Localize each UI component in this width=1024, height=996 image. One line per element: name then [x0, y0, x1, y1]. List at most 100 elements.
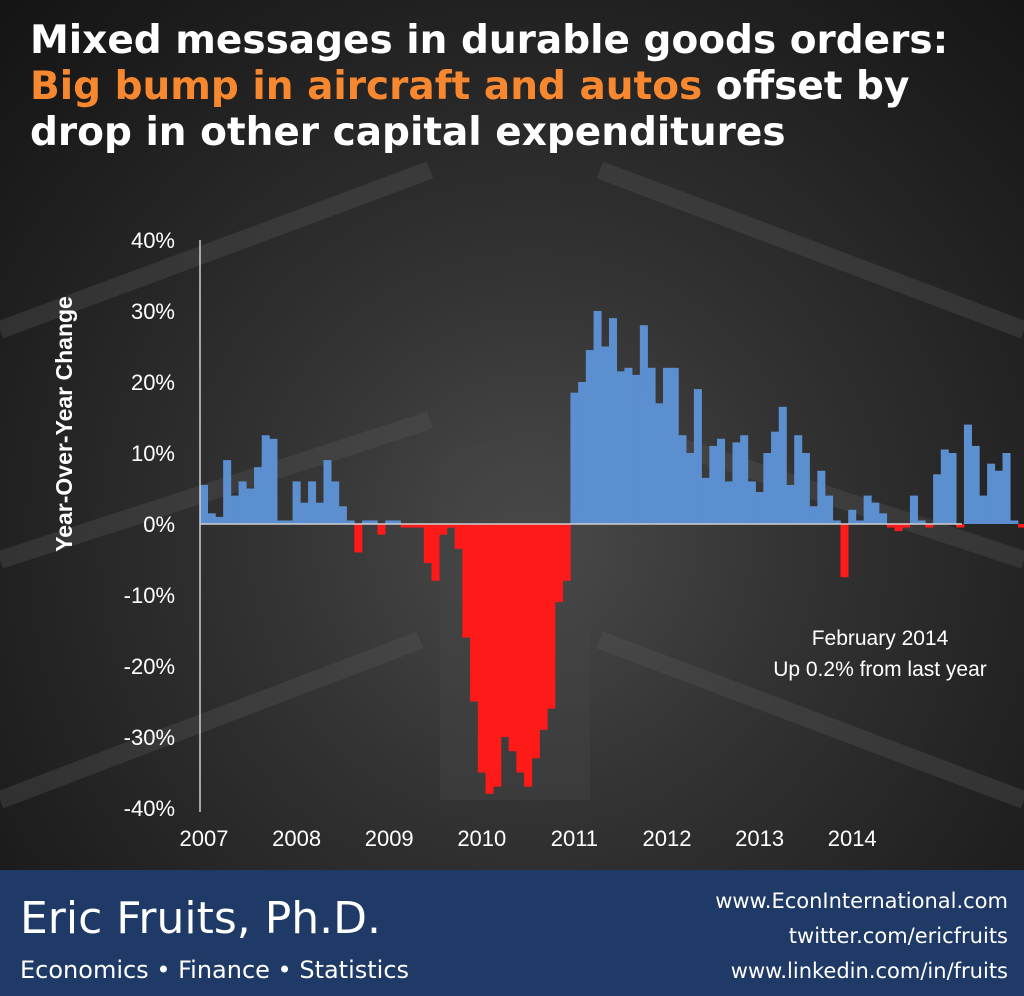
title-line-2: Big bump in aircraft and autos offset by — [30, 64, 1010, 110]
x-tick-label: 2010 — [457, 826, 506, 851]
bar-52 — [601, 346, 610, 524]
bar-51 — [593, 311, 602, 524]
bar-100 — [971, 445, 980, 524]
y-axis-title: Year-Over-Year Change — [51, 296, 77, 552]
bar-8 — [261, 435, 270, 524]
title-line-2-rest: offset by — [702, 64, 910, 109]
bar-24 — [385, 520, 394, 524]
title-line-3: drop in other capital expenditures — [30, 110, 786, 155]
bar-38 — [493, 524, 502, 787]
bar-1 — [207, 513, 216, 524]
twitter-link[interactable]: twitter.com/ericfruits — [788, 924, 1008, 948]
title-line-1: Mixed messages in durable goods orders: — [30, 18, 949, 63]
bar-0 — [200, 484, 209, 524]
bar-90 — [894, 524, 903, 532]
bar-63 — [686, 453, 695, 524]
bar-59 — [655, 403, 664, 524]
bar-50 — [585, 350, 594, 524]
bar-53 — [608, 318, 617, 524]
bar-54 — [616, 371, 625, 524]
bar-68 — [724, 481, 733, 524]
bar-57 — [639, 325, 648, 524]
bar-105 — [1010, 520, 1019, 524]
bar-26 — [400, 524, 409, 528]
bar-86 — [863, 495, 872, 524]
y-tick-label: 20% — [131, 370, 175, 395]
bar-41 — [516, 524, 525, 773]
website-link[interactable]: www.EconInternational.com — [715, 889, 1008, 913]
bar-83 — [840, 524, 849, 578]
bar-15 — [315, 502, 324, 524]
y-tick-label: -10% — [124, 583, 175, 608]
bar-94 — [925, 524, 934, 528]
bar-78 — [801, 453, 810, 524]
bar-48 — [570, 392, 579, 524]
title-highlight: Big bump in aircraft and autos — [30, 64, 703, 109]
bar-28 — [416, 524, 425, 528]
bar-58 — [647, 367, 656, 524]
bar-60 — [663, 367, 672, 524]
bar-20 — [354, 524, 363, 553]
bar-96 — [940, 449, 949, 524]
x-tick-label: 2008 — [272, 826, 321, 851]
bar-36 — [477, 524, 486, 773]
linkedin-link[interactable]: www.linkedin.com/in/fruits — [730, 959, 1008, 983]
bar-10 — [277, 520, 286, 524]
bar-77 — [794, 435, 803, 524]
bar-40 — [508, 524, 517, 752]
x-tick-label: 2011 — [551, 826, 598, 851]
bar-72 — [755, 492, 764, 524]
y-tick-label: -20% — [124, 654, 175, 679]
bar-66 — [709, 445, 718, 524]
bar-6 — [246, 488, 255, 524]
bar-69 — [732, 442, 741, 524]
bar-35 — [470, 524, 479, 702]
y-tick-label: -30% — [124, 725, 175, 750]
chart-title: Mixed messages in durable goods orders: … — [30, 18, 1010, 156]
bar-70 — [740, 435, 749, 524]
bar-93 — [917, 520, 926, 524]
y-tick-label: -40% — [124, 796, 175, 821]
bar-29 — [423, 524, 432, 564]
bar-16 — [323, 460, 332, 524]
bar-34 — [462, 524, 471, 638]
bar-chart: 40% 30% 20% 10% 0% -10% -20% -30% -40%2007 2008 20… — [51, 228, 1024, 851]
bar-42 — [524, 524, 533, 787]
y-tick-label: 30% — [131, 299, 175, 324]
bar-9 — [269, 438, 278, 524]
y-tick-label: 40% — [131, 228, 175, 253]
bar-82 — [832, 520, 841, 524]
x-tick-label: 2014 — [828, 826, 877, 851]
bar-71 — [747, 481, 756, 524]
bar-74 — [771, 431, 780, 524]
bar-98 — [956, 524, 965, 528]
x-tick-label: 2012 — [643, 826, 692, 851]
bar-80 — [817, 470, 826, 524]
bar-106 — [1017, 524, 1024, 528]
x-tick-label: 2013 — [735, 826, 784, 851]
bar-19 — [346, 520, 355, 524]
bar-91 — [902, 524, 911, 528]
bar-67 — [717, 438, 726, 524]
bar-30 — [431, 524, 440, 581]
bar-37 — [485, 524, 494, 794]
bar-3 — [223, 460, 232, 524]
bar-76 — [786, 484, 795, 524]
bar-23 — [377, 524, 386, 535]
bar-33 — [454, 524, 463, 549]
bar-101 — [979, 495, 988, 524]
bar-27 — [408, 524, 417, 528]
bar-61 — [670, 367, 679, 524]
bar-102 — [987, 463, 996, 524]
bar-65 — [701, 477, 710, 524]
author-name: Eric Fruits, Ph.D. — [20, 893, 382, 944]
bar-45 — [547, 524, 556, 709]
x-tick-label: 2009 — [365, 826, 414, 851]
bar-97 — [948, 453, 957, 524]
x-tick-label: 2007 — [180, 826, 229, 851]
bar-31 — [439, 524, 448, 535]
annotation-line-1: February 2014 — [812, 627, 949, 650]
bar-44 — [539, 524, 548, 730]
bar-39 — [500, 524, 509, 737]
bar-13 — [300, 502, 309, 524]
